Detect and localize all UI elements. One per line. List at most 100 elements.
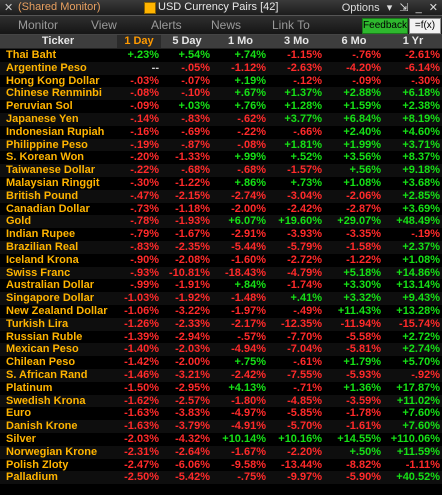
change-value: -1.40% — [124, 343, 159, 356]
ticker-name[interactable]: Chinese Renminbi — [6, 87, 102, 100]
ticker-name[interactable]: Swedish Krona — [6, 394, 86, 407]
ticker-name[interactable]: Thai Baht — [6, 49, 57, 61]
ticker-name[interactable]: British Pound — [6, 189, 79, 202]
table-row[interactable]: Danish Krone -1.63% -3.79% -4.91% -5.70% -1.6… — [0, 420, 442, 433]
table-row[interactable]: Singapore Dollar -1.03% -1.92% -1.48% +.41% +… — [0, 292, 442, 305]
ticker-name[interactable]: Indian Rupee — [6, 228, 76, 241]
table-row[interactable]: Malaysian Ringgit -.30% -1.22% +.86% +.73% +1… — [0, 176, 442, 190]
header-5-day[interactable]: 5 Day — [172, 35, 202, 47]
ticker-name[interactable]: Polish Zloty — [6, 458, 69, 471]
table-row[interactable]: Indonesian Rupiah -.16% -.69% -.22% -.66% +2.… — [0, 125, 442, 139]
ticker-name[interactable]: Canadian Dollar — [6, 202, 90, 215]
header-6-mo[interactable]: 6 Mo — [341, 35, 367, 47]
table-row[interactable]: Brazilian Real -.83% -2.35% -5.44% -5.79% -1.… — [0, 240, 442, 254]
ticker-name[interactable]: S. Korean Won — [6, 151, 85, 164]
ticker-name[interactable]: Malaysian Ringgit — [6, 176, 100, 189]
table-row[interactable]: Gold -.78% -1.93% +6.07% +19.60% +29.07% +48.4… — [0, 215, 442, 229]
table-row[interactable]: Australian Dollar -.99% -1.91% +.84% -1.74% +… — [0, 279, 442, 293]
ticker-name[interactable]: Mexican Peso — [6, 343, 79, 356]
ticker-name[interactable]: Turkish Lira — [6, 317, 69, 330]
change-value: -3.04% — [287, 189, 322, 202]
table-row[interactable]: Philippine Peso -.19% -.87% -.08% +1.81% +1.9… — [0, 138, 442, 152]
ticker-name[interactable]: New Zealand Dollar — [6, 304, 108, 317]
table-row[interactable]: Canadian Dollar -.73% -1.18% -2.00% -2.42% -2… — [0, 202, 442, 216]
ticker-name[interactable]: Platinum — [6, 381, 53, 394]
ticker-name[interactable]: Japanese Yen — [6, 112, 79, 125]
table-row[interactable]: Palladium -2.50% -5.42% -.75% -9.97% -5.90% +4… — [0, 471, 442, 485]
change-value: -1.61% — [346, 420, 381, 433]
table-row[interactable]: Argentine Peso -- -.05% -1.12% -2.63% -4.20% -… — [0, 61, 442, 75]
table-row[interactable]: S. Korean Won -.20% -1.33% +.99% +.52% +3.56%… — [0, 151, 442, 165]
table-row[interactable]: Chinese Renminbi -.08% -.10% +.67% +1.37% +2.… — [0, 87, 442, 101]
change-value: +14.86% — [396, 266, 440, 279]
export-icon[interactable]: ⇲ — [399, 2, 409, 14]
header-1-yr[interactable]: 1 Yr — [402, 35, 424, 47]
ticker-name[interactable]: Palladium — [6, 471, 58, 484]
table-row[interactable]: Thai Baht +.23% +.54% +.74% -1.15% -.76% -2.61… — [0, 49, 442, 62]
change-value: -10.81% — [169, 266, 210, 279]
ticker-name[interactable]: Euro — [6, 407, 32, 420]
table-row[interactable]: Norwegian Krone -2.31% -2.64% -1.67% -2.20% +… — [0, 445, 442, 459]
table-row[interactable]: Russian Ruble -1.39% -2.94% -.57% -7.70% -5.5… — [0, 330, 442, 344]
header-1-day[interactable]: 1 Day — [117, 35, 161, 48]
header-3-mo[interactable]: 3 Mo — [283, 35, 310, 47]
ticker-name[interactable]: Peruvian Sol — [6, 100, 73, 113]
ticker-name[interactable]: Brazilian Real — [6, 240, 79, 253]
ticker-name[interactable]: Gold — [6, 215, 32, 228]
ticker-name[interactable]: Iceland Krona — [6, 253, 79, 266]
table-row[interactable]: Silver -2.03% -4.32% +10.14% +10.16% +14.55% +… — [0, 432, 442, 446]
ticker-name[interactable]: S. African Rand — [6, 368, 88, 381]
change-value: +2.88% — [343, 87, 381, 100]
table-row[interactable]: Indian Rupee -.79% -1.67% -2.91% -3.93% -3.35… — [0, 228, 442, 241]
close-icon[interactable]: ✕ — [4, 2, 14, 14]
change-value: -5.58% — [346, 330, 381, 343]
table-row[interactable]: S. African Rand -1.46% -3.21% -2.42% -7.55% -… — [0, 368, 442, 382]
table-row[interactable]: Chilean Peso -1.42% -2.00% +.75% -.61% +1.79%… — [0, 356, 442, 369]
table-row[interactable]: Japanese Yen -.14% -.83% -.62% +3.77% +6.84% +… — [0, 112, 442, 126]
table-row[interactable]: Mexican Peso -1.40% -2.03% -4.94% -7.04% -5.8… — [0, 343, 442, 357]
menu-alerts[interactable]: Alerts — [151, 18, 182, 32]
header-ticker[interactable]: Ticker — [41, 35, 75, 47]
change-value: -1.63% — [124, 420, 159, 433]
ticker-name[interactable]: Taiwanese Dollar — [6, 164, 96, 177]
menu-view[interactable]: View — [91, 18, 117, 32]
table-row[interactable]: Euro -1.63% -3.83% -4.97% -5.85% -1.78% +7.60% — [0, 407, 442, 421]
ticker-name[interactable]: Danish Krone — [6, 420, 78, 433]
header-1-mo[interactable]: 1 Mo — [227, 35, 254, 47]
table-row[interactable]: Taiwanese Dollar -.22% -.68% -.68% -1.57% +.5… — [0, 164, 442, 177]
table-row[interactable]: Platinum -1.50% -2.95% +4.13% -.71% +1.36% +17… — [0, 381, 442, 395]
ticker-name[interactable]: Russian Ruble — [6, 330, 83, 343]
window-close-icon[interactable]: ✕ — [428, 2, 438, 14]
ticker-name[interactable]: Australian Dollar — [6, 279, 95, 292]
change-value: -.66% — [293, 125, 322, 138]
table-row[interactable]: Turkish Lira -1.26% -2.33% -2.17% -12.35% -11… — [0, 317, 442, 331]
table-row[interactable]: Peruvian Sol -.09% +.03% +.76% +1.28% +1.59% +… — [0, 100, 442, 113]
change-value: -.16% — [130, 125, 159, 138]
menu-link-to[interactable]: Link To — [272, 18, 310, 32]
table-row[interactable]: British Pound -.47% -2.15% -2.74% -3.04% -2.0… — [0, 189, 442, 203]
feedback-button[interactable]: Feedback — [362, 18, 408, 34]
options-menu[interactable]: Options — [341, 2, 380, 14]
formula-button[interactable]: =f(x) — [409, 18, 441, 34]
menu-news[interactable]: News — [211, 18, 242, 32]
ticker-name[interactable]: Norwegian Krone — [6, 445, 98, 458]
table-row[interactable]: Swiss Franc -.93% -10.81% -18.43% -4.79% +5.1… — [0, 266, 442, 280]
table-row[interactable]: Hong Kong Dollar -.03% -.07% +.19% -.12% -.09… — [0, 74, 442, 88]
ticker-name[interactable]: Chilean Peso — [6, 356, 76, 369]
ticker-name[interactable]: Hong Kong Dollar — [6, 74, 100, 87]
ticker-name[interactable]: Indonesian Rupiah — [6, 125, 105, 138]
minimize-icon[interactable]: _ — [415, 2, 422, 14]
ticker-name[interactable]: Swiss Franc — [6, 266, 71, 279]
ticker-name[interactable]: Philippine Peso — [6, 138, 88, 151]
options-dropdown-icon[interactable]: ▾ — [386, 2, 393, 14]
ticker-name[interactable]: Argentine Peso — [6, 61, 87, 74]
ticker-name[interactable]: Silver — [6, 432, 36, 445]
table-row[interactable]: Polish Zloty -2.47% -6.06% -9.58% -13.44% -8.… — [0, 458, 442, 472]
change-value: -5.42% — [175, 471, 210, 484]
table-row[interactable]: Iceland Krona -.90% -2.08% -1.60% -2.72% -1.2… — [0, 253, 442, 267]
ticker-name[interactable]: Singapore Dollar — [6, 292, 95, 305]
table-row[interactable]: New Zealand Dollar -1.06% -3.22% -1.97% -.49… — [0, 304, 442, 318]
table-row[interactable]: Swedish Krona -1.62% -2.57% -1.80% -4.85% -3.… — [0, 394, 442, 408]
menu-monitor[interactable]: Monitor — [18, 18, 59, 32]
link-color-icon[interactable] — [144, 2, 156, 14]
